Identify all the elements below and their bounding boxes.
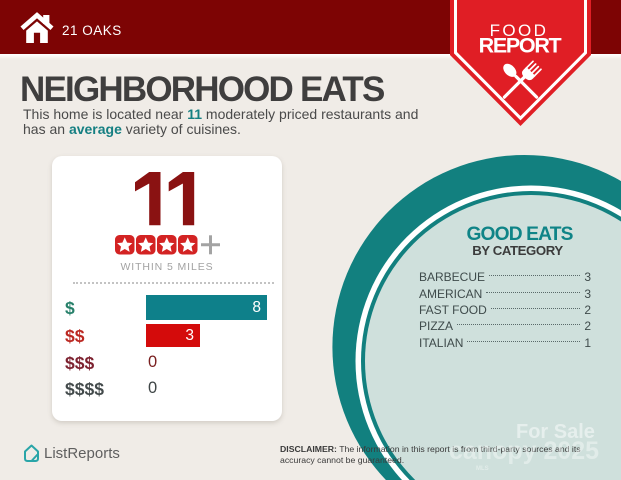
svg-text:FOOD: FOOD [490, 21, 549, 40]
svg-text:REPORT: REPORT [479, 34, 562, 58]
